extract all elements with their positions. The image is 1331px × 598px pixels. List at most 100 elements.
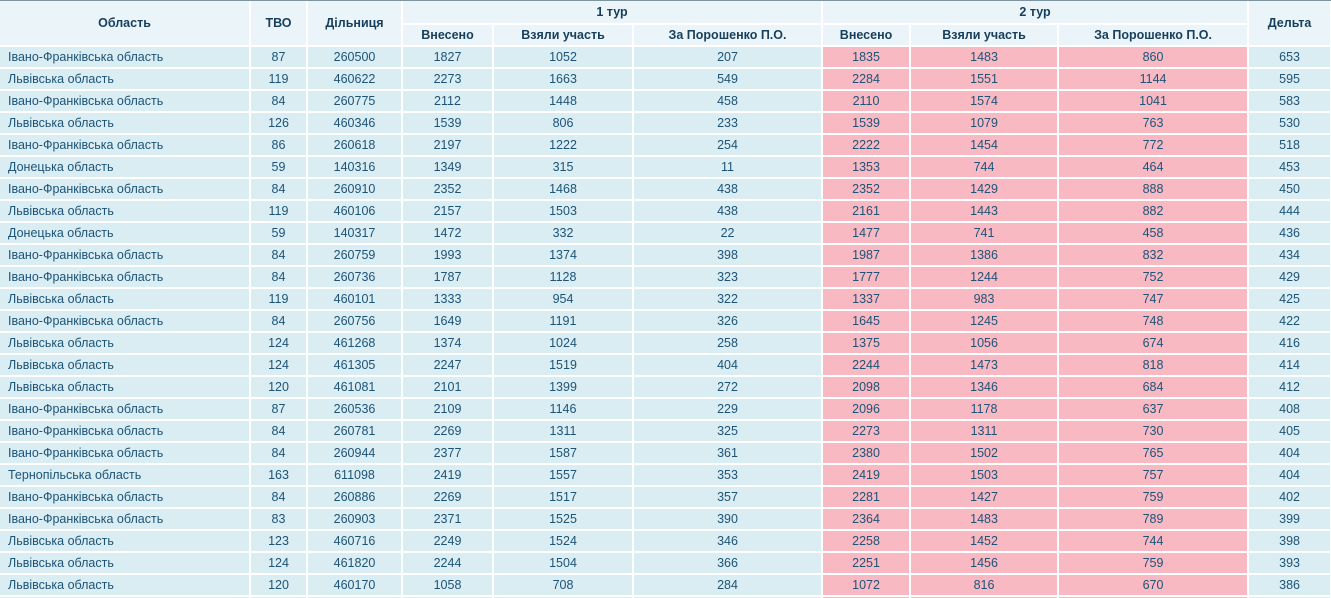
cell-r1-poroshenko: 361: [633, 442, 824, 465]
cell-r2-poroshenko: 757: [1058, 464, 1250, 487]
cell-station: 461081: [307, 376, 403, 399]
cell-r1-participated: 1468: [493, 178, 634, 201]
cell-r2-participated: 1386: [910, 244, 1060, 267]
header-group-row: Область ТВО Дільниця 1 тур 2 тур Дельта: [0, 1, 1331, 47]
cell-r1-poroshenko: 322: [633, 288, 824, 311]
cell-r2-entered: 2096: [822, 398, 912, 421]
header-region: Область: [0, 1, 251, 47]
header-round1-group: 1 тур: [402, 1, 824, 25]
cell-tvo: 83: [250, 508, 308, 531]
cell-r2-entered: 1353: [822, 156, 912, 179]
table-row: Івано-Франківська область 87 260536 2109 114…: [0, 398, 1331, 421]
cell-r2-participated: 1502: [910, 442, 1060, 465]
cell-delta: 416: [1248, 332, 1331, 355]
header-station: Дільниця: [307, 1, 403, 47]
cell-r1-participated: 1146: [493, 398, 634, 421]
cell-r1-entered: 1058: [402, 574, 494, 597]
cell-region: Львівська область: [0, 200, 251, 223]
cell-delta: 434: [1248, 244, 1331, 267]
cell-delta: 422: [1248, 310, 1331, 333]
cell-r2-participated: 1551: [910, 68, 1060, 91]
cell-r2-poroshenko: 748: [1058, 310, 1250, 333]
cell-r2-entered: 2419: [822, 464, 912, 487]
cell-station: 260944: [307, 442, 403, 465]
cell-r1-poroshenko: [633, 596, 824, 598]
cell-delta: 408: [1248, 398, 1331, 421]
cell-station: 260736: [307, 266, 403, 289]
cell-r1-poroshenko: 325: [633, 420, 824, 443]
table-row: Львівська область 119 460106 2157 1503 438 216…: [0, 200, 1331, 223]
table-row: Львівська область 124 461305 2247 1519 404 224…: [0, 354, 1331, 377]
cell-delta: 444: [1248, 200, 1331, 223]
cell-r1-entered: 2197: [402, 134, 494, 157]
cell-r2-entered: 2161: [822, 200, 912, 223]
cell-region: Івано-Франківська область: [0, 398, 251, 421]
cell-r1-poroshenko: 398: [633, 244, 824, 267]
cell-r1-entered: 2247: [402, 354, 494, 377]
partial-row: [0, 596, 1331, 598]
cell-station: 260500: [307, 46, 403, 69]
cell-delta: 583: [1248, 90, 1331, 113]
cell-r1-poroshenko: 438: [633, 200, 824, 223]
cell-r2-participated: 1245: [910, 310, 1060, 333]
cell-r2-poroshenko: 752: [1058, 266, 1250, 289]
cell-region: Львівська область: [0, 530, 251, 553]
cell-r1-poroshenko: 366: [633, 552, 824, 575]
cell-r1-poroshenko: 346: [633, 530, 824, 553]
cell-tvo: 84: [250, 486, 308, 509]
cell-r2-participated: 1483: [910, 508, 1060, 531]
cell-delta: 404: [1248, 464, 1331, 487]
cell-r1-poroshenko: 258: [633, 332, 824, 355]
table-row: Львівська область 120 461081 2101 1399 272 209…: [0, 376, 1331, 399]
cell-station: 140316: [307, 156, 403, 179]
cell-region: Івано-Франківська область: [0, 486, 251, 509]
cell-r2-participated: 816: [910, 574, 1060, 597]
cell-r1-entered: 2352: [402, 178, 494, 201]
cell-r1-poroshenko: 404: [633, 354, 824, 377]
cell-region: Івано-Франківська область: [0, 420, 251, 443]
cell-region: Івано-Франківська область: [0, 244, 251, 267]
cell-r1-participated: 1024: [493, 332, 634, 355]
cell-delta: 436: [1248, 222, 1331, 245]
cell-r1-entered: 1333: [402, 288, 494, 311]
table-row: Львівська область 124 461268 1374 1024 258 137…: [0, 332, 1331, 355]
cell-r2-poroshenko: 1041: [1058, 90, 1250, 113]
cell-station: 611098: [307, 464, 403, 487]
cell-station: 260618: [307, 134, 403, 157]
cell-station: 260886: [307, 486, 403, 509]
cell-tvo: 84: [250, 266, 308, 289]
cell-r1-poroshenko: 458: [633, 90, 824, 113]
cell-r2-participated: 1473: [910, 354, 1060, 377]
cell-tvo: 163: [250, 464, 308, 487]
cell-r2-entered: 1987: [822, 244, 912, 267]
cell-r2-entered: 2284: [822, 68, 912, 91]
table-row: Донецька область 59 140317 1472 332 22 1477 741…: [0, 222, 1331, 245]
table-row: Львівська область 119 460101 1333 954 322 1337…: [0, 288, 1331, 311]
cell-r1-entered: 1993: [402, 244, 494, 267]
table-row: Івано-Франківська область 86 260618 2197 122…: [0, 134, 1331, 157]
cell-region: Львівська область: [0, 332, 251, 355]
cell-r2-participated: 1574: [910, 90, 1060, 113]
cell-tvo: 126: [250, 112, 308, 135]
cell-delta: 595: [1248, 68, 1331, 91]
cell-r1-entered: 1349: [402, 156, 494, 179]
cell-r1-participated: 1311: [493, 420, 634, 443]
cell-r1-poroshenko: 11: [633, 156, 824, 179]
cell-r1-participated: 1525: [493, 508, 634, 531]
cell-station: 461305: [307, 354, 403, 377]
cell-r1-participated: 1663: [493, 68, 634, 91]
cell-region: Івано-Франківська область: [0, 178, 251, 201]
cell-delta: 414: [1248, 354, 1331, 377]
cell-r1-poroshenko: 353: [633, 464, 824, 487]
cell-region: Львівська область: [0, 552, 251, 575]
cell-r2-poroshenko: 464: [1058, 156, 1250, 179]
cell-r1-poroshenko: 357: [633, 486, 824, 509]
cell-r2-entered: 1835: [822, 46, 912, 69]
cell-r2-entered: 1645: [822, 310, 912, 333]
cell-r2-poroshenko: 772: [1058, 134, 1250, 157]
cell-r2-poroshenko: 888: [1058, 178, 1250, 201]
cell-region: Івано-Франківська область: [0, 134, 251, 157]
cell-delta: 386: [1248, 574, 1331, 597]
cell-tvo: 124: [250, 552, 308, 575]
table-row: Львівська область 120 460170 1058 708 284 1072…: [0, 574, 1331, 597]
